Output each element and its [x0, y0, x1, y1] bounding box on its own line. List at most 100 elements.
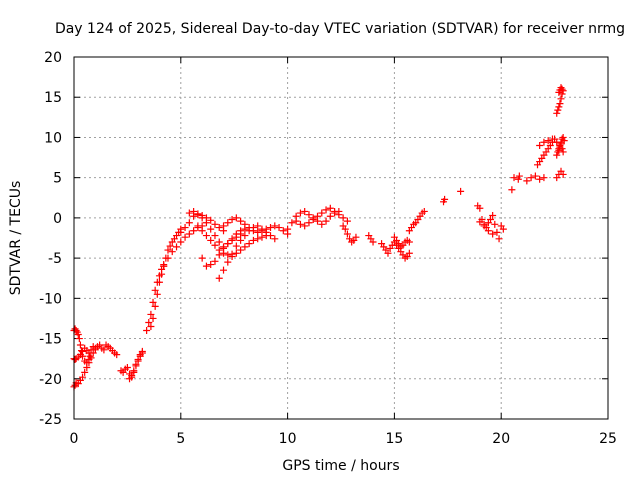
- data-point: [190, 207, 198, 215]
- data-point: [75, 335, 83, 343]
- data-point: [177, 238, 185, 246]
- data-point: [215, 238, 223, 246]
- data-point: [241, 220, 249, 228]
- data-point: [553, 109, 561, 117]
- data-point: [194, 222, 202, 230]
- data-point: [288, 219, 296, 227]
- data-point: [322, 206, 330, 214]
- data-point: [158, 270, 166, 278]
- data-point: [220, 222, 228, 230]
- data-point: [147, 310, 155, 318]
- data-point: [536, 175, 544, 183]
- data-point: [499, 225, 507, 233]
- data-point: [198, 214, 206, 222]
- x-axis-title: GPS time / hours: [282, 458, 399, 474]
- data-point: [559, 133, 567, 141]
- data-point: [145, 318, 153, 326]
- data-point: [232, 242, 240, 250]
- x-tick-label: 25: [599, 431, 617, 447]
- data-point: [301, 222, 309, 230]
- data-point: [555, 103, 563, 111]
- data-point: [309, 215, 317, 223]
- data-point: [491, 220, 499, 228]
- data-point: [143, 327, 151, 335]
- data-point: [275, 224, 283, 232]
- data-point: [228, 250, 236, 258]
- data-point: [476, 204, 484, 212]
- data-point: [202, 219, 210, 227]
- data-point: [527, 174, 535, 182]
- data-point: [341, 225, 349, 233]
- data-point: [335, 211, 343, 219]
- data-point: [211, 241, 219, 249]
- x-tick-label: 20: [492, 431, 510, 447]
- data-point: [85, 359, 93, 367]
- data-point: [86, 352, 94, 360]
- data-point: [508, 186, 516, 194]
- data-point: [267, 232, 275, 240]
- data-point: [441, 195, 449, 203]
- data-point: [484, 227, 492, 235]
- data-point: [173, 243, 181, 251]
- data-point: [149, 298, 157, 306]
- data-point: [149, 314, 157, 322]
- data-point: [457, 187, 465, 195]
- data-point: [554, 106, 562, 114]
- data-point: [553, 151, 561, 159]
- data-point: [343, 217, 351, 225]
- y-tick-label: 20: [44, 50, 62, 66]
- data-point: [237, 246, 245, 254]
- data-point: [271, 222, 279, 230]
- data-point: [559, 170, 567, 178]
- data-point: [420, 207, 428, 215]
- data-point: [262, 228, 270, 236]
- data-point: [151, 286, 159, 294]
- data-point: [185, 209, 193, 217]
- data-point: [523, 177, 531, 185]
- data-point: [331, 207, 339, 215]
- data-point: [177, 228, 185, 236]
- data-point: [514, 175, 522, 183]
- data-point: [510, 174, 518, 182]
- data-point: [254, 228, 262, 236]
- data-point: [237, 236, 245, 244]
- axis-ticks: [73, 56, 609, 420]
- data-point: [190, 227, 198, 235]
- data-point: [279, 227, 287, 235]
- plot-frame: [73, 56, 609, 420]
- data-point: [254, 235, 262, 243]
- data-point: [185, 230, 193, 238]
- data-point: [254, 222, 262, 230]
- data-point: [548, 135, 556, 143]
- data-point: [284, 225, 292, 233]
- data-point: [181, 233, 189, 241]
- data-point: [134, 355, 142, 363]
- data-point: [540, 174, 548, 182]
- data-point: [100, 346, 108, 354]
- data-point: [198, 254, 206, 262]
- data-point: [249, 236, 257, 244]
- data-point: [113, 351, 121, 359]
- data-point: [292, 217, 300, 225]
- y-tick-label: -20: [39, 372, 62, 388]
- data-point: [557, 140, 565, 148]
- data-point: [168, 248, 176, 256]
- data-point: [83, 364, 91, 372]
- data-point: [138, 347, 146, 355]
- data-point: [384, 249, 392, 257]
- data-point: [198, 227, 206, 235]
- data-point: [215, 224, 223, 232]
- data-point: [220, 244, 228, 252]
- data-point: [228, 215, 236, 223]
- data-point: [493, 228, 501, 236]
- data-point: [207, 225, 215, 233]
- data-point: [318, 220, 326, 228]
- y-tick-label: 5: [53, 171, 62, 187]
- data-point: [215, 251, 223, 259]
- data-point: [181, 224, 189, 232]
- grid-lines: [74, 57, 608, 419]
- y-tick-label: 0: [53, 211, 62, 227]
- data-points: [70, 84, 568, 391]
- data-point: [147, 322, 155, 330]
